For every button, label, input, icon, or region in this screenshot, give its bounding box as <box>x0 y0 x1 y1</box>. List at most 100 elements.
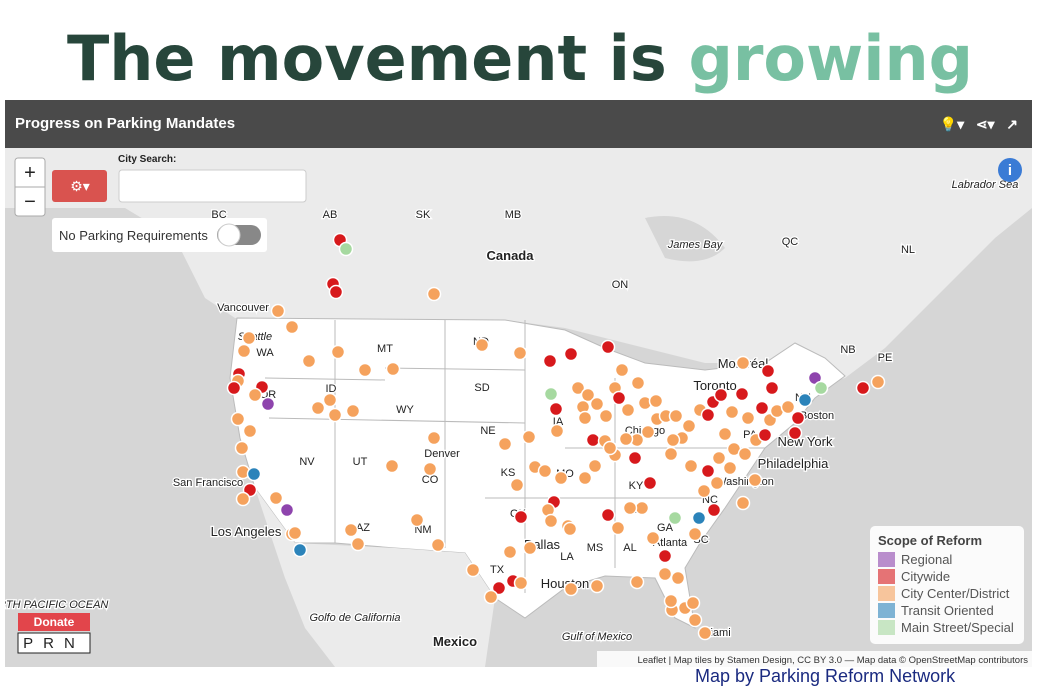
city-marker[interactable] <box>246 466 262 482</box>
city-marker[interactable] <box>422 461 438 477</box>
city-marker[interactable] <box>780 399 796 415</box>
city-marker[interactable] <box>764 380 780 396</box>
city-marker[interactable] <box>691 510 707 526</box>
city-marker[interactable] <box>648 393 664 409</box>
city-marker[interactable] <box>465 562 481 578</box>
map[interactable]: AB SK MB QC NL Canada James Bay ON Labrador Sea B… <box>5 148 1032 667</box>
city-marker[interactable] <box>870 374 886 390</box>
city-marker[interactable] <box>667 510 683 526</box>
city-marker[interactable] <box>522 540 538 556</box>
search-input[interactable] <box>118 169 307 203</box>
city-marker[interactable] <box>687 526 703 542</box>
city-marker[interactable] <box>589 396 605 412</box>
settings-icon[interactable]: ⚙▾ <box>70 178 90 194</box>
city-marker[interactable] <box>706 502 722 518</box>
city-marker[interactable] <box>327 407 343 423</box>
info-icon[interactable]: i <box>1008 162 1012 179</box>
city-marker[interactable] <box>737 446 753 462</box>
info-button[interactable] <box>998 158 1022 182</box>
city-marker[interactable] <box>287 525 303 541</box>
city-marker[interactable] <box>717 426 733 442</box>
city-marker[interactable] <box>521 429 537 445</box>
city-marker[interactable] <box>497 436 513 452</box>
city-marker[interactable] <box>513 575 529 591</box>
city-marker[interactable] <box>234 440 250 456</box>
city-marker[interactable] <box>611 390 627 406</box>
city-marker[interactable] <box>602 440 618 456</box>
city-marker[interactable] <box>629 574 645 590</box>
donate-button[interactable] <box>18 613 90 631</box>
city-marker[interactable] <box>330 344 346 360</box>
city-marker[interactable] <box>740 410 756 426</box>
city-marker[interactable] <box>663 593 679 609</box>
city-marker[interactable] <box>622 500 638 516</box>
zoom-in[interactable]: + <box>24 162 36 184</box>
city-marker[interactable] <box>634 500 650 516</box>
city-marker[interactable] <box>754 400 770 416</box>
city-marker[interactable] <box>657 548 673 564</box>
city-marker[interactable] <box>260 396 276 412</box>
city-marker[interactable] <box>430 537 446 553</box>
city-marker[interactable] <box>553 470 569 486</box>
city-marker[interactable] <box>663 446 679 462</box>
city-marker[interactable] <box>426 430 442 446</box>
city-marker[interactable] <box>713 387 729 403</box>
city-marker[interactable] <box>570 380 586 396</box>
city-marker[interactable] <box>241 330 257 346</box>
city-marker[interactable] <box>577 470 593 486</box>
city-marker[interactable] <box>563 346 579 362</box>
city-marker[interactable] <box>760 363 776 379</box>
city-marker[interactable] <box>322 392 338 408</box>
city-marker[interactable] <box>587 458 603 474</box>
city-marker[interactable] <box>548 401 564 417</box>
city-marker[interactable] <box>700 407 716 423</box>
city-marker[interactable] <box>700 463 716 479</box>
city-marker[interactable] <box>855 380 871 396</box>
city-marker[interactable] <box>338 241 354 257</box>
city-marker[interactable] <box>735 355 751 371</box>
city-marker[interactable] <box>310 400 326 416</box>
city-marker[interactable] <box>790 410 806 426</box>
city-marker[interactable] <box>543 513 559 529</box>
city-marker[interactable] <box>345 403 361 419</box>
city-marker[interactable] <box>685 595 701 611</box>
city-marker[interactable] <box>620 402 636 418</box>
city-marker[interactable] <box>787 425 803 441</box>
city-marker[interactable] <box>563 581 579 597</box>
city-marker[interactable] <box>600 507 616 523</box>
city-marker[interactable] <box>734 386 750 402</box>
city-marker[interactable] <box>585 432 601 448</box>
city-marker[interactable] <box>687 612 703 628</box>
city-marker[interactable] <box>426 286 442 302</box>
city-marker[interactable] <box>697 625 713 641</box>
city-marker[interactable] <box>513 509 529 525</box>
city-marker[interactable] <box>614 362 630 378</box>
city-marker[interactable] <box>589 578 605 594</box>
city-marker[interactable] <box>236 343 252 359</box>
city-marker[interactable] <box>642 475 658 491</box>
city-marker[interactable] <box>292 542 308 558</box>
city-marker[interactable] <box>747 472 763 488</box>
city-marker[interactable] <box>645 530 661 546</box>
city-marker[interactable] <box>279 502 295 518</box>
city-marker[interactable] <box>724 404 740 420</box>
city-marker[interactable] <box>385 361 401 377</box>
city-marker[interactable] <box>577 410 593 426</box>
city-marker[interactable] <box>696 483 712 499</box>
city-marker[interactable] <box>709 475 725 491</box>
city-marker[interactable] <box>735 495 751 511</box>
city-marker[interactable] <box>301 353 317 369</box>
city-marker[interactable] <box>683 458 699 474</box>
city-marker[interactable] <box>242 423 258 439</box>
city-marker[interactable] <box>549 423 565 439</box>
city-marker[interactable] <box>797 392 813 408</box>
city-marker[interactable] <box>343 522 359 538</box>
city-marker[interactable] <box>284 319 300 335</box>
city-marker[interactable] <box>542 353 558 369</box>
city-marker[interactable] <box>681 418 697 434</box>
city-marker[interactable] <box>610 520 626 536</box>
city-marker[interactable] <box>509 477 525 493</box>
city-marker[interactable] <box>630 375 646 391</box>
city-marker[interactable] <box>350 536 366 552</box>
city-marker[interactable] <box>474 337 490 353</box>
